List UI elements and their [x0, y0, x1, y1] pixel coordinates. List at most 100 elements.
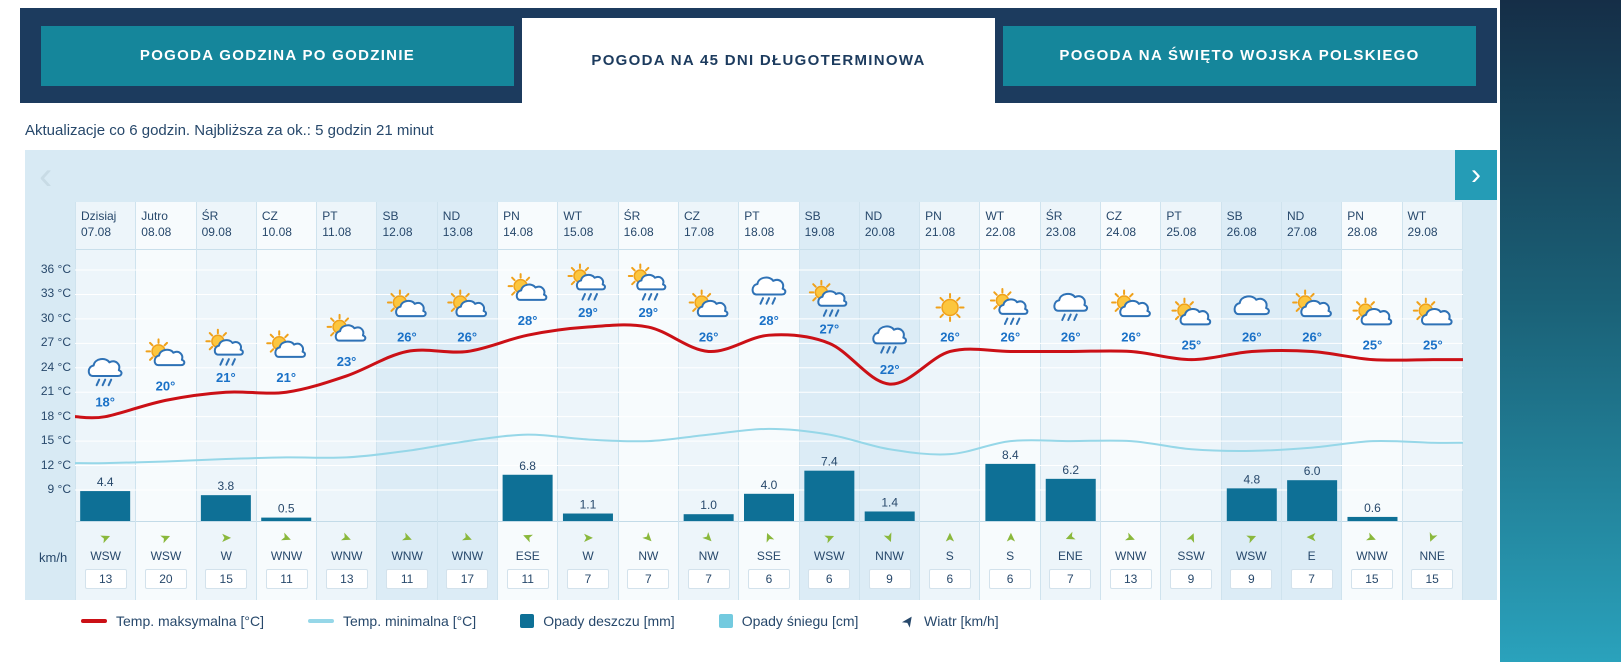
wind-speed-value: 15	[1350, 568, 1393, 589]
day-date: 29.08	[1407, 225, 1438, 240]
day-name: PN	[925, 209, 942, 223]
wind-direction-arrow-icon: ➤	[880, 529, 899, 545]
legend-label: Wiatr [km/h]	[924, 613, 999, 629]
plot-cell	[1403, 250, 1462, 521]
day-date: 25.08	[1166, 225, 1197, 240]
wind-direction-arrow-icon: ➤	[821, 527, 838, 547]
tab-45-day-forecast[interactable]: POGODA NA 45 DNI DŁUGOTERMINOWA	[522, 18, 995, 103]
wind-speed-value: 13	[84, 568, 127, 589]
day-name: WT	[1407, 209, 1427, 223]
plot-cell	[619, 250, 678, 521]
plot-cell	[800, 250, 859, 521]
tab-army-holiday-forecast[interactable]: POGODA NA ŚWIĘTO WOJSKA POLSKIEGO	[1003, 25, 1476, 86]
wind-direction-arrow-icon: ➤	[639, 527, 658, 547]
plot-cell	[498, 250, 557, 521]
wind-direction-label: ESE	[515, 549, 540, 563]
day-column[interactable]: PT 18.08 ➤ SSE 6	[739, 202, 800, 600]
day-header: ND 20.08	[859, 202, 920, 250]
day-date: 11.08	[322, 225, 352, 240]
plot-cell	[980, 250, 1039, 521]
plot-cell	[136, 250, 195, 521]
day-column[interactable]: Jutro 08.08 ➤ WSW 20	[136, 202, 197, 600]
day-column[interactable]: WT 29.08 ➤ NNE 15	[1402, 202, 1463, 600]
wind-cell: ➤ SSW 9	[1161, 521, 1221, 600]
day-column[interactable]: WT 15.08 ➤ W 7	[558, 202, 619, 600]
plot-cell	[1101, 250, 1160, 521]
wind-cell: ➤ NW 7	[618, 521, 678, 600]
y-axis-tick-label: 9 °C	[47, 482, 71, 496]
wind-direction-arrow-icon: ➤	[338, 527, 355, 547]
day-column[interactable]: PN 21.08 ➤ S 6	[920, 202, 981, 600]
wind-direction-label: NNE	[1419, 549, 1445, 563]
day-header: PN 21.08	[920, 202, 980, 250]
day-column[interactable]: PT 25.08 ➤ SSW 9	[1161, 202, 1222, 600]
tab-hourly-forecast[interactable]: POGODA GODZINA PO GODZINIE	[41, 25, 514, 86]
wind-speed-value: 6	[747, 568, 790, 589]
wind-speed-value: 17	[446, 568, 489, 589]
wind-speed-value: 9	[1230, 568, 1273, 589]
day-column[interactable]: SB 19.08 ➤ WSW 6	[799, 202, 860, 600]
day-header: PT 25.08	[1161, 202, 1221, 250]
next-button[interactable]: ›	[1455, 150, 1497, 200]
y-axis-tick-label: 36 °C	[40, 262, 71, 276]
day-column[interactable]: ND 20.08 ➤ NNW 9	[859, 202, 921, 600]
plot-cell	[438, 250, 497, 521]
wind-cell: ➤ NW 7	[678, 521, 739, 600]
day-date: 16.08	[623, 225, 654, 240]
day-column[interactable]: SB 12.08 ➤ WNW 11	[377, 202, 438, 600]
day-column[interactable]: ŚR 23.08 ➤ ENE 7	[1040, 202, 1102, 600]
forecast-chart: ‹ › 36 °C 33 °C 30 °C 27 °C 24 °C 21 °C 18 °C 1…	[25, 150, 1497, 600]
day-column[interactable]: PT 11.08 ➤ WNW 13	[317, 202, 378, 600]
day-column[interactable]: WT 22.08 ➤ S 6	[980, 202, 1041, 600]
day-header: SB 19.08	[799, 202, 859, 250]
wind-direction-arrow-icon: ➤	[158, 527, 174, 547]
day-date: 12.08	[382, 225, 413, 240]
day-column[interactable]: Dzisiaj 07.08 ➤ WSW 13	[76, 202, 137, 600]
day-header: WT 22.08	[980, 202, 1040, 250]
snow-swatch-icon	[718, 614, 733, 628]
plot-cell	[1222, 250, 1281, 521]
wind-direction-arrow-icon: ➤	[1122, 527, 1139, 547]
wind-direction-label: WNW	[1115, 549, 1147, 563]
day-column[interactable]: CZ 17.08 ➤ NW 7	[678, 202, 740, 600]
wind-direction-label: NW	[638, 549, 659, 563]
day-column[interactable]: ŚR 09.08 ➤ W 15	[196, 202, 257, 600]
legend-item-temp-max: Temp. maksymalna [°C]	[81, 613, 264, 629]
prev-arrow-icon[interactable]: ‹	[39, 154, 53, 198]
wind-speed-value: 13	[325, 568, 368, 589]
day-column[interactable]: ŚR 16.08 ➤ NW 7	[618, 202, 679, 600]
wind-speed-value: 13	[1109, 568, 1152, 589]
day-header: SB 26.08	[1221, 202, 1281, 250]
plot-cell	[197, 250, 256, 521]
plot-cell	[860, 250, 919, 521]
wind-direction-label: E	[1307, 549, 1316, 563]
legend-item-temp-min: Temp. minimalna [°C]	[307, 613, 476, 629]
wind-cell: ➤ WNW 17	[437, 521, 498, 600]
day-column[interactable]: CZ 10.08 ➤ WNW 11	[256, 202, 318, 600]
day-date: 23.08	[1045, 225, 1076, 240]
day-name: PN	[1347, 209, 1364, 223]
y-axis-tick-label: 18 °C	[40, 408, 71, 423]
plot-cell	[558, 250, 617, 521]
day-column[interactable]: PN 14.08 ➤ ESE 11	[498, 202, 559, 600]
day-header: ŚR 09.08	[196, 202, 256, 250]
day-date: 20.08	[864, 225, 895, 240]
day-column[interactable]: CZ 24.08 ➤ WNW 13	[1101, 202, 1162, 600]
wind-speed-value: 15	[1411, 568, 1454, 589]
day-date: 18.08	[744, 225, 775, 240]
day-name: SB	[804, 209, 821, 223]
day-date: 14.08	[503, 225, 534, 240]
day-column[interactable]: ND 13.08 ➤ WNW 17	[437, 202, 499, 600]
wind-cell: ➤ W 7	[558, 521, 618, 600]
wind-direction-arrow-icon: ➤	[220, 529, 232, 545]
tab-bar: POGODA GODZINA PO GODZINIE POGODA NA 45 …	[20, 8, 1497, 103]
update-info-text: Aktualizacje co 6 godzin. Najbliższa za …	[25, 122, 434, 139]
page-side-gradient	[1500, 0, 1621, 662]
day-date: 09.08	[201, 225, 232, 240]
wind-direction-label: SSE	[756, 549, 781, 563]
day-column[interactable]: SB 26.08 ➤ WSW 9	[1221, 202, 1282, 600]
day-name: Dzisiaj	[81, 209, 117, 223]
day-date: 24.08	[1106, 225, 1137, 240]
day-column[interactable]: ND 27.08 ➤ E 7	[1281, 202, 1343, 600]
day-column[interactable]: PN 28.08 ➤ WNW 15	[1342, 202, 1403, 600]
